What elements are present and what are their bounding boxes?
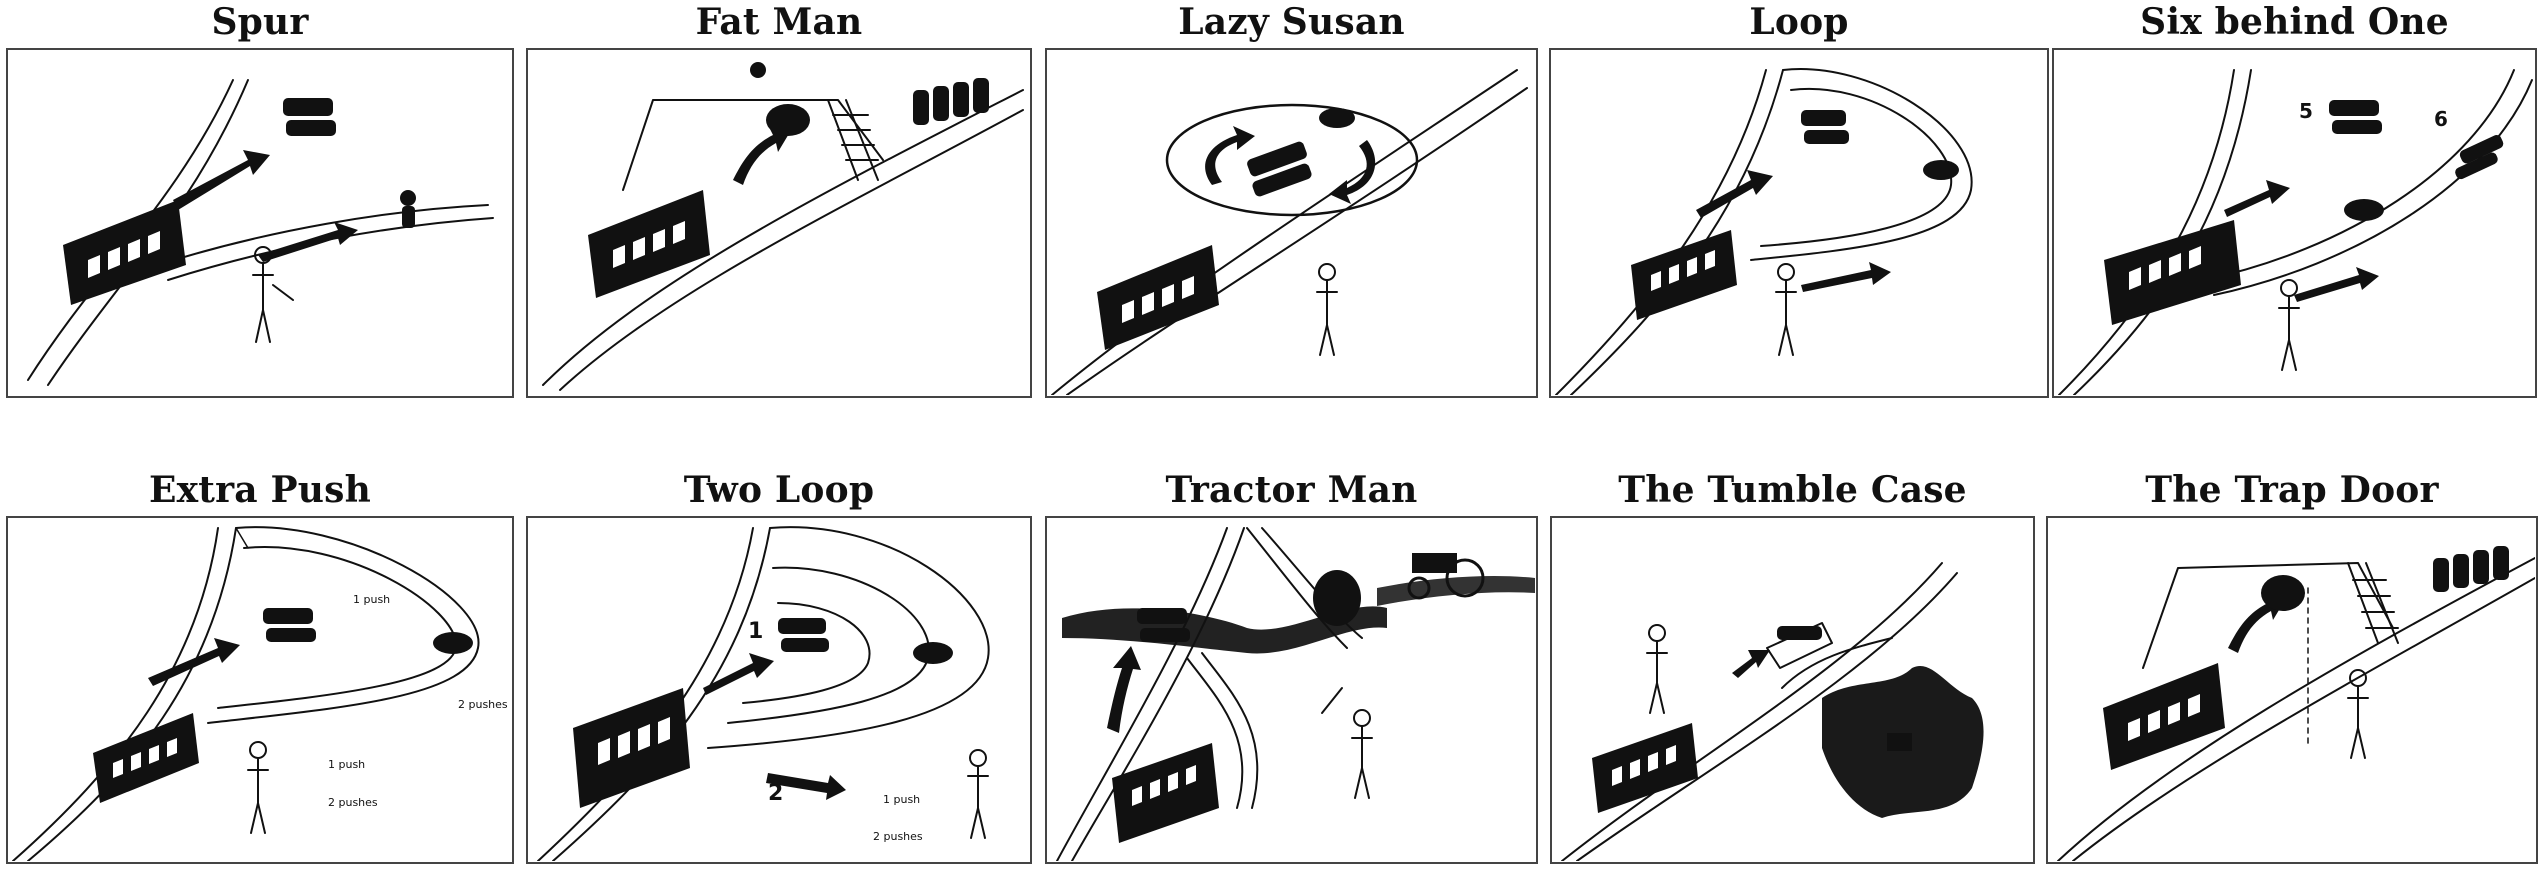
- bystander-icon: [1316, 263, 1338, 356]
- trolley-icon: [1631, 230, 1737, 320]
- bystander-icon: [1351, 709, 1373, 799]
- tractor-icon: [1407, 553, 1485, 600]
- label-1-push-lever: 1 push: [883, 793, 920, 806]
- label-1-push-track: 1 push: [353, 593, 390, 606]
- panel-two-loop: Two Loop 1 2: [526, 468, 1032, 884]
- tractor-man-icon: [1313, 570, 1361, 626]
- trolley-icon: [2103, 663, 2225, 770]
- workers-icon: [1247, 141, 1312, 197]
- rotation-arrow-icon: [1329, 140, 1376, 204]
- trolley-icon: [2104, 220, 2241, 325]
- trolley-icon: [1592, 723, 1698, 813]
- label-2-loop: 2: [768, 781, 783, 806]
- illustration-lazy-susan: [1045, 48, 1538, 398]
- arrow-icon: [148, 638, 240, 686]
- workers-icon: [778, 618, 829, 652]
- label-1-loop: 1: [748, 619, 763, 644]
- panel-title: Spur: [211, 1, 309, 43]
- illustration-spur: [6, 48, 514, 398]
- panel-tractor-man: Tractor Man: [1045, 468, 1538, 884]
- trolley-icon: [63, 200, 186, 305]
- label-2-pushes-track: 2 pushes: [458, 698, 508, 711]
- workers-icon: [1137, 608, 1190, 642]
- trolley-icon: [93, 713, 199, 803]
- arrow-icon: [1696, 170, 1773, 218]
- panel-title: The Trap Door: [2145, 469, 2439, 511]
- person-icon: [2261, 575, 2305, 611]
- illustration-trap-door: [2046, 516, 2538, 864]
- panel-title: Six behind One: [2140, 1, 2449, 43]
- person-icon: [913, 642, 953, 664]
- panel-spur: Spur: [6, 0, 514, 400]
- workers-icon: [283, 98, 336, 136]
- illustration-tumble-case: [1550, 516, 2035, 864]
- arrow-icon: [173, 150, 270, 210]
- illustration-fat-man: [526, 48, 1032, 398]
- label-6: 6: [2434, 107, 2448, 131]
- arrow-icon: [2294, 267, 2379, 302]
- illustration-tractor-man: [1045, 516, 1538, 864]
- trolley-icon: [573, 688, 690, 808]
- arrow-icon: [1321, 687, 1343, 714]
- panel-fat-man: Fat Man: [526, 0, 1032, 400]
- shaded-track: [1377, 576, 1535, 606]
- arrow-icon: [703, 653, 774, 695]
- panel-trap-door: The Trap Door: [2046, 468, 2538, 884]
- turntable: [1165, 103, 1419, 217]
- arrow-icon: [258, 222, 358, 262]
- person-icon: [1923, 160, 1959, 180]
- panel-title: Extra Push: [148, 469, 372, 511]
- panel-title: Tractor Man: [1165, 469, 1418, 511]
- workers-icon: [2433, 546, 2509, 592]
- rotation-arrow-icon: [1205, 126, 1255, 185]
- label-2-pushes-lever: 2 pushes: [873, 830, 923, 843]
- panel-title: Two Loop: [683, 469, 875, 511]
- illustration-six-behind-one: 5 6: [2052, 48, 2537, 398]
- panel-lazy-susan: Lazy Susan: [1045, 0, 1538, 400]
- bystander-icon: [2278, 279, 2300, 371]
- arrow-icon: [733, 125, 790, 185]
- panel-extra-push: Extra Push 1 push 2 pushes: [6, 468, 514, 884]
- trolley-icon: [1097, 245, 1219, 350]
- arrow-icon: [2224, 180, 2290, 217]
- arrow-icon: [1732, 650, 1770, 678]
- arrow-icon: [2228, 593, 2285, 653]
- bystander-icon: [1646, 624, 1668, 714]
- panel-tumble-case: The Tumble Case: [1550, 468, 2035, 884]
- person-icon: [1887, 733, 1912, 751]
- panel-title: Fat Man: [695, 1, 863, 43]
- panel-title: The Tumble Case: [1618, 469, 1967, 511]
- panel-title: Loop: [1749, 1, 1849, 43]
- person-icon: [400, 190, 416, 228]
- cart-icon: [1766, 622, 1833, 669]
- workers-icon: [263, 608, 316, 642]
- person-icon: [2344, 199, 2384, 221]
- panel-title: Lazy Susan: [1178, 1, 1405, 43]
- workers-icon: [913, 78, 989, 125]
- fat-man-icon: [750, 62, 810, 136]
- label-2-pushes-lever: 2 pushes: [328, 796, 378, 809]
- trolley-icon: [1112, 743, 1219, 843]
- arrow-icon: [1801, 262, 1891, 292]
- label-1-push-lever: 1 push: [328, 758, 365, 771]
- illustration-loop: [1549, 48, 2049, 398]
- person-icon: [1319, 108, 1355, 128]
- arrow-icon: [766, 773, 846, 800]
- bystander-icon: [247, 741, 269, 834]
- bystander-icon: [1775, 263, 1797, 356]
- illustration-two-loop: 1 2 1 push: [526, 516, 1032, 864]
- bystander-icon: [252, 246, 294, 343]
- trolley-icon: [588, 190, 710, 298]
- arrow-icon: [1107, 646, 1141, 733]
- bystander-icon: [2347, 669, 2369, 759]
- person-icon: [433, 632, 473, 654]
- illustration-extra-push: 1 push 2 pushes 1 push: [6, 516, 514, 864]
- label-5: 5: [2299, 99, 2313, 123]
- workers-icon: [2329, 100, 2504, 180]
- workers-icon: [1801, 110, 1849, 144]
- panel-six-behind-one: Six behind One 5 6: [2052, 0, 2537, 400]
- panel-loop: Loop: [1549, 0, 2049, 400]
- bystander-icon: [967, 749, 989, 839]
